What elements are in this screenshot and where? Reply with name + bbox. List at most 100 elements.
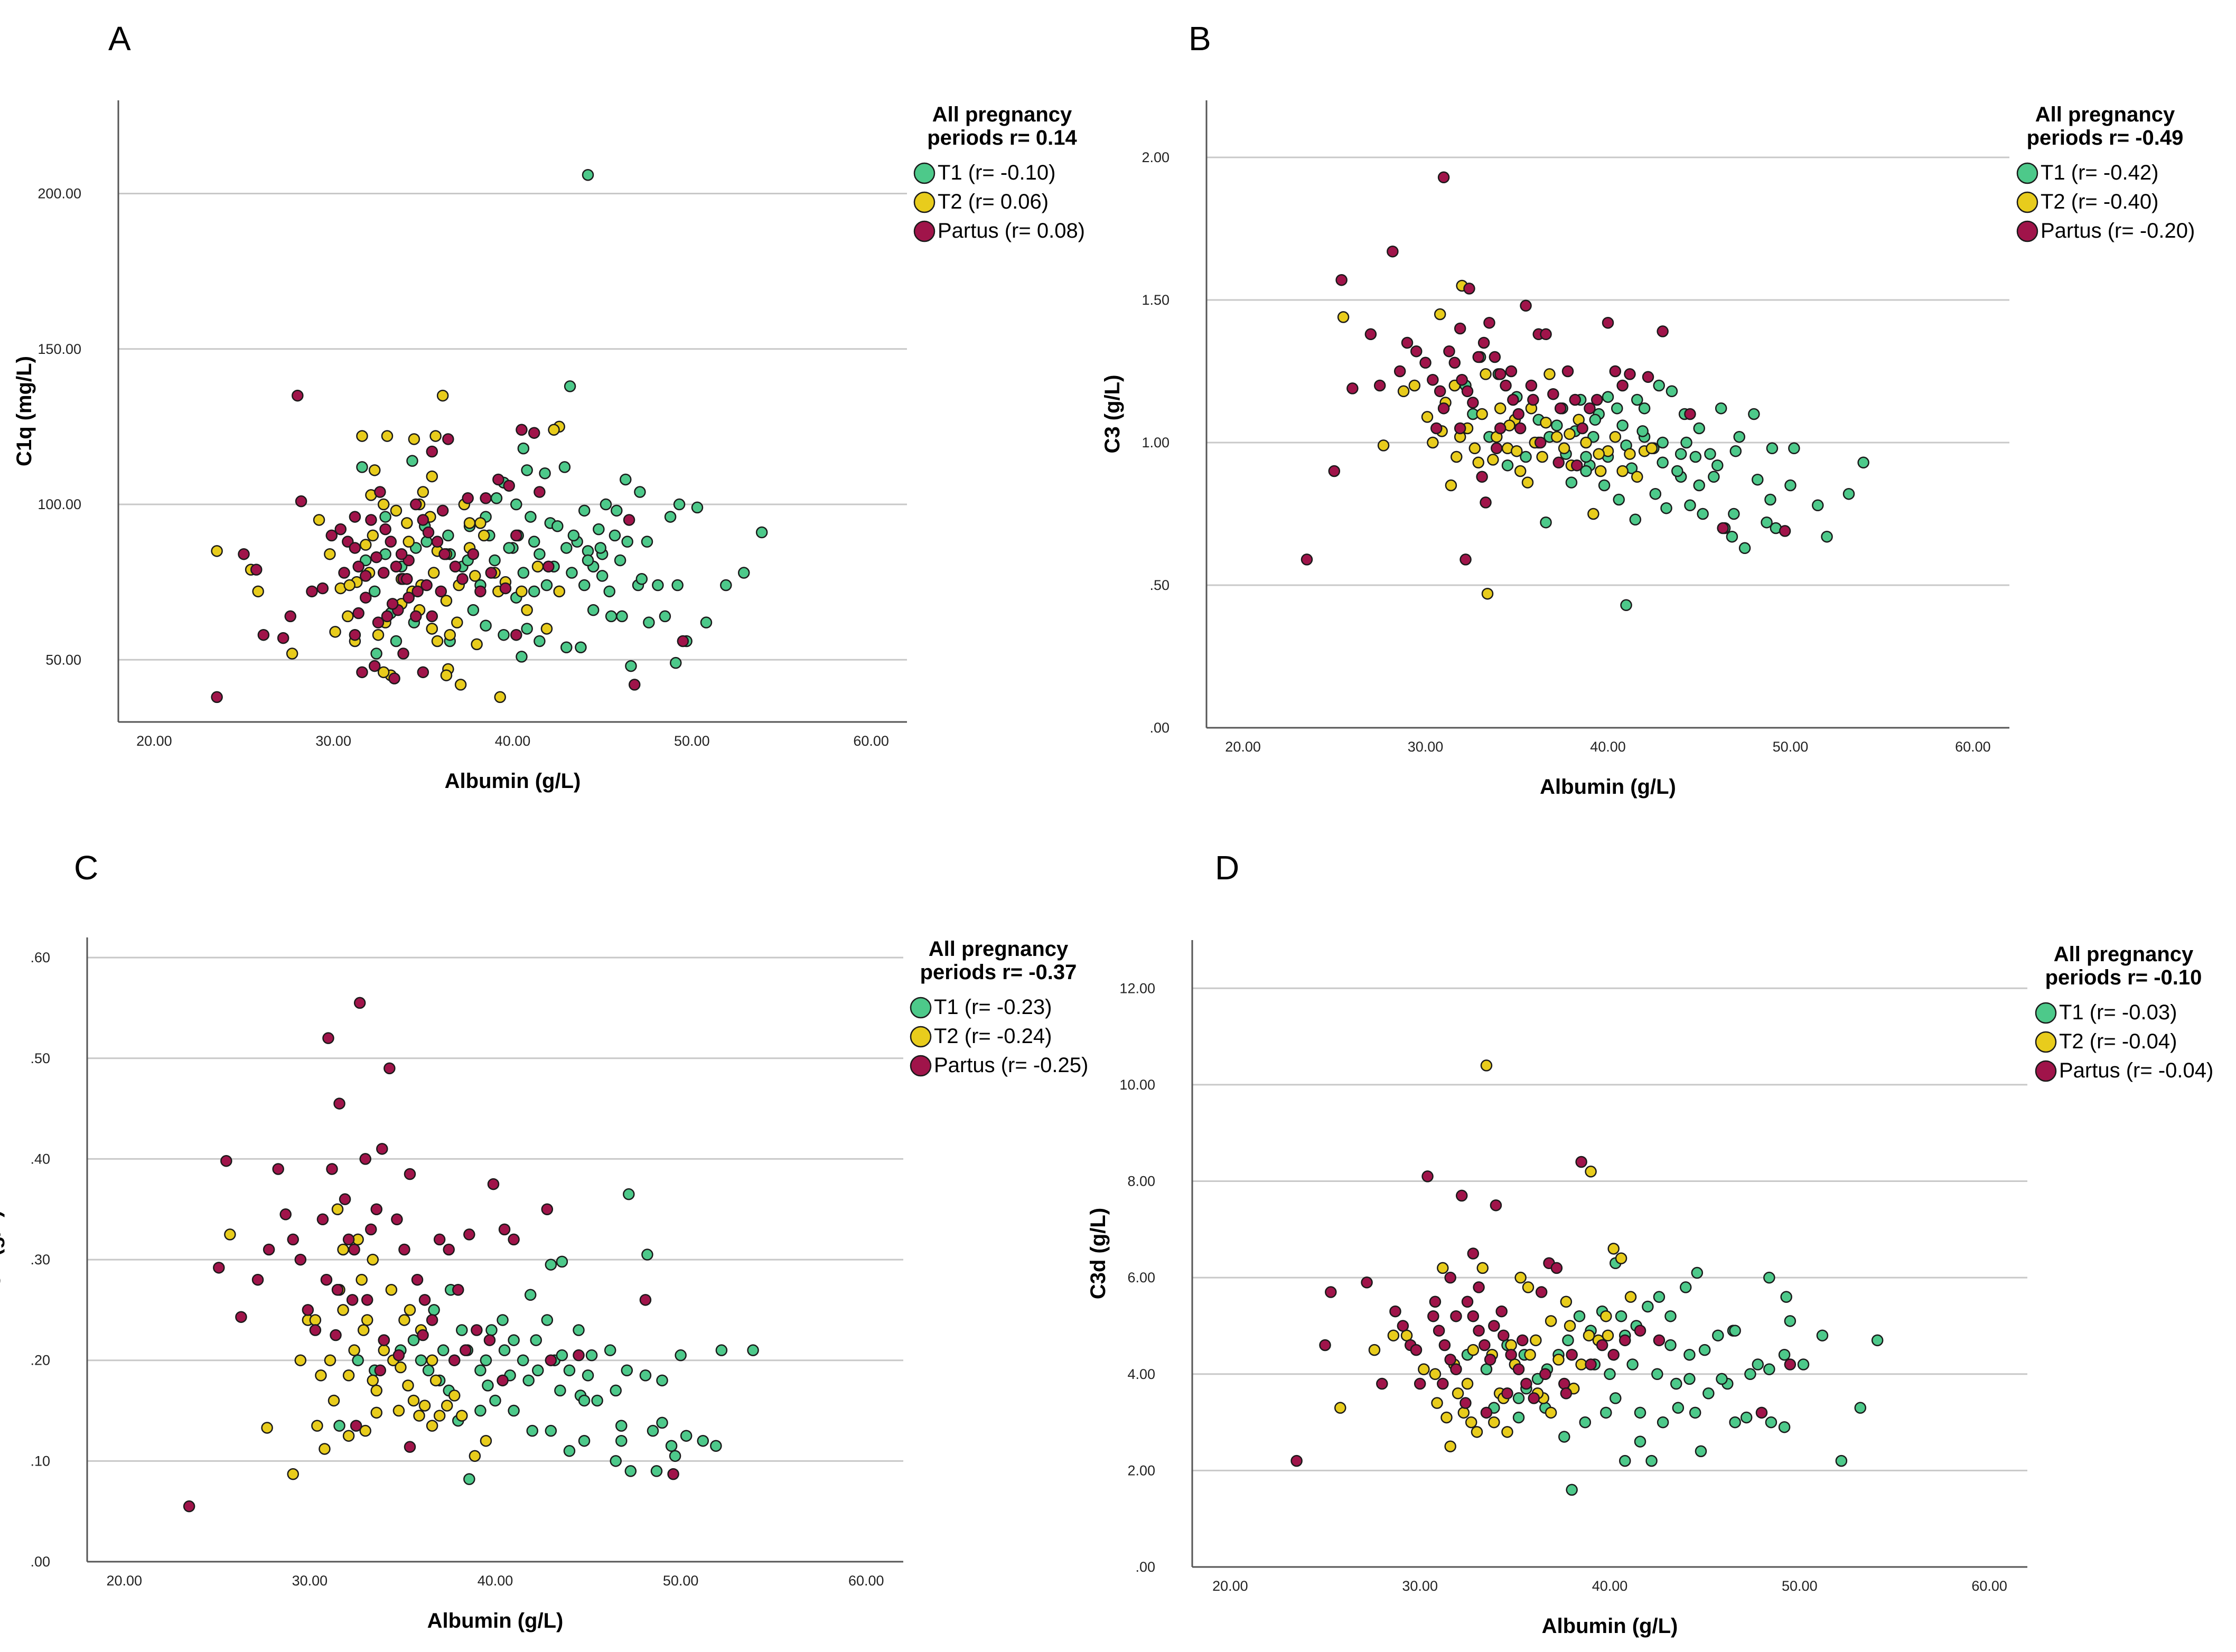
point-t1 xyxy=(587,604,600,616)
chart-panel-b: B .00 .50 1.00 1.50 2.00 20.00 30.00 40.00 50.00 6… xyxy=(1101,20,2195,799)
point-t2 xyxy=(1437,1262,1449,1274)
point-t2 xyxy=(1440,1411,1453,1424)
point-partus xyxy=(1684,408,1696,420)
point-t2 xyxy=(367,529,379,542)
point-t1 xyxy=(1520,450,1532,463)
point-partus xyxy=(1602,316,1614,329)
point-partus xyxy=(1618,1334,1631,1347)
point-t2 xyxy=(1457,1406,1470,1419)
point-t1 xyxy=(635,573,648,585)
point-t1 xyxy=(1693,422,1705,435)
point-partus xyxy=(677,635,689,647)
point-t1 xyxy=(539,467,551,480)
point-partus xyxy=(1609,365,1622,378)
point-t2 xyxy=(287,1468,300,1480)
point-t2 xyxy=(319,1443,331,1455)
point-partus xyxy=(1516,1334,1529,1347)
point-t2 xyxy=(427,567,440,579)
point-partus xyxy=(377,567,390,579)
point-partus xyxy=(356,666,368,679)
point-partus xyxy=(295,495,307,508)
point-partus xyxy=(325,529,338,542)
point-partus xyxy=(1554,402,1567,415)
legend-entry: Partus (r= -0.25) xyxy=(934,1054,1088,1077)
point-t1 xyxy=(1558,1431,1570,1443)
point-partus xyxy=(471,1324,483,1336)
point-partus xyxy=(251,1273,264,1286)
point-t2 xyxy=(540,623,553,635)
point-t2 xyxy=(469,1450,481,1462)
point-t1 xyxy=(1780,1291,1792,1303)
point-partus xyxy=(483,1334,496,1346)
point-t1 xyxy=(390,635,403,647)
point-t2 xyxy=(261,1422,273,1434)
point-partus xyxy=(211,691,223,703)
x-tick-label: 40.00 xyxy=(1590,739,1626,755)
point-partus xyxy=(573,1349,585,1362)
point-t2 xyxy=(1434,308,1446,321)
point-partus xyxy=(510,628,522,641)
y-tick-label: 2.00 xyxy=(1142,149,1170,165)
legend-marker-partus xyxy=(2016,220,2038,242)
point-t1 xyxy=(407,1334,420,1346)
point-t2 xyxy=(395,1361,407,1374)
point-partus xyxy=(294,1253,307,1266)
point-t2 xyxy=(1631,471,1643,483)
legend-marker-t2 xyxy=(913,191,935,213)
point-t2 xyxy=(426,623,438,635)
point-t2 xyxy=(553,585,565,598)
point-t1 xyxy=(664,511,677,523)
point-t2 xyxy=(377,666,390,679)
point-t1 xyxy=(1672,1402,1685,1414)
x-tick-label: 20.00 xyxy=(1225,739,1261,755)
point-t2 xyxy=(1476,408,1488,420)
point-partus xyxy=(442,433,454,445)
point-partus xyxy=(1479,1339,1491,1351)
point-partus xyxy=(360,570,372,582)
point-t1 xyxy=(545,1259,557,1271)
point-t1 xyxy=(379,511,391,523)
point-t1 xyxy=(356,461,368,473)
point-partus xyxy=(1607,1348,1620,1361)
point-t1 xyxy=(489,1394,501,1407)
point-partus xyxy=(388,672,400,684)
point-partus xyxy=(404,1168,416,1180)
point-t1 xyxy=(1566,1484,1578,1496)
point-t1 xyxy=(634,486,646,498)
y-tick-label: 2.00 xyxy=(1127,1462,1155,1478)
point-partus xyxy=(1717,522,1729,534)
point-t1 xyxy=(1766,442,1779,455)
legend-marker-t2 xyxy=(2035,1031,2057,1053)
point-t1 xyxy=(489,554,501,567)
point-t1 xyxy=(556,1255,568,1268)
point-t1 xyxy=(1680,436,1692,449)
point-t1 xyxy=(1611,402,1623,415)
point-t2 xyxy=(1580,436,1592,449)
point-t1 xyxy=(1671,465,1683,477)
point-t1 xyxy=(1702,1387,1715,1400)
point-partus xyxy=(1463,283,1475,295)
point-t1 xyxy=(624,1465,637,1477)
point-partus xyxy=(1437,402,1450,415)
point-t1 xyxy=(665,1440,678,1452)
point-t2 xyxy=(1429,1368,1442,1381)
point-t1 xyxy=(1729,1416,1741,1429)
point-t2 xyxy=(324,548,336,560)
point-partus xyxy=(1755,1406,1768,1419)
point-partus xyxy=(417,666,429,679)
point-t1 xyxy=(558,461,571,473)
point-partus xyxy=(1461,1296,1474,1308)
point-partus xyxy=(1528,1392,1540,1404)
point-partus xyxy=(1437,1377,1449,1390)
point-partus xyxy=(410,498,422,511)
legend-entry: T1 (r= -0.23) xyxy=(934,996,1052,1019)
point-partus xyxy=(392,1349,405,1362)
legend-title: periods r= -0.49 xyxy=(2027,126,2184,149)
point-partus xyxy=(1501,1387,1513,1400)
point-t1 xyxy=(715,1344,728,1356)
point-t1 xyxy=(1653,379,1665,392)
point-partus xyxy=(238,548,250,560)
point-t1 xyxy=(1636,425,1649,437)
point-t2 xyxy=(385,1284,398,1296)
point-partus xyxy=(516,424,528,436)
